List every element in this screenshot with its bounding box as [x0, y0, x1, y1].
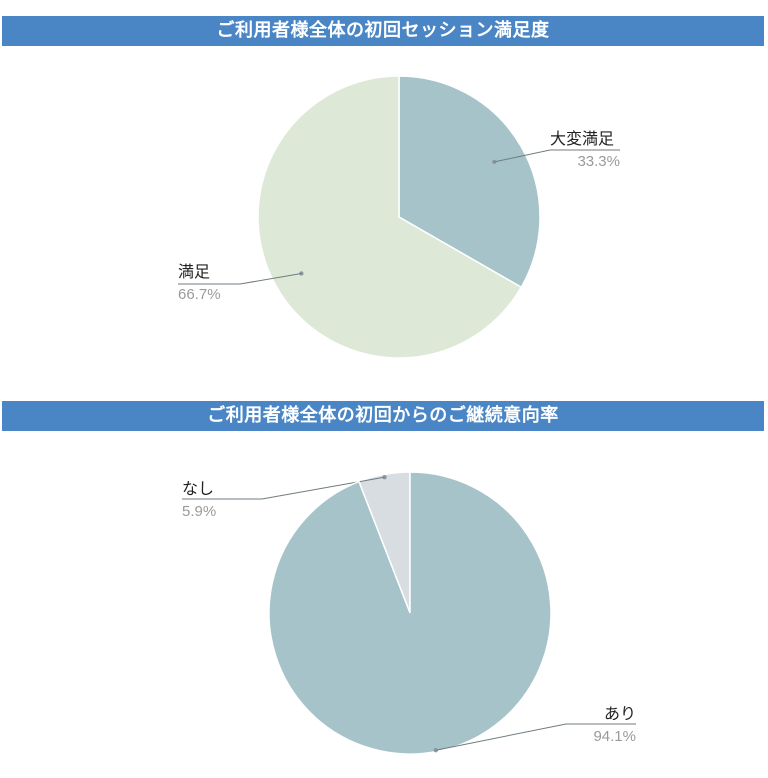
pie-slice-1-1 [398, 75, 541, 289]
leader-line-1-2 [178, 273, 302, 285]
chart-title-continuation: ご利用者様全体の初回からのご継続意向率 [2, 401, 764, 431]
slice-value-2-1: 5.9% [182, 503, 216, 520]
pie-slice-2-2 [268, 471, 552, 755]
slice-label-2-1: なし [182, 479, 214, 498]
slice-value-1-2: 66.7% [178, 286, 221, 303]
leader-line-1-1 [494, 149, 620, 163]
leader-line-2-2 [435, 723, 636, 751]
leader-dot-1-1 [491, 159, 497, 165]
slice-label-2-2: あり [604, 704, 636, 723]
leader-line-2-1 [182, 476, 385, 500]
slice-label-1-1: 大変満足 [550, 129, 614, 148]
slice-value-1-1: 33.3% [577, 153, 620, 170]
chart-title-satisfaction: ご利用者様全体の初回セッション満足度 [2, 16, 764, 46]
slice-label-1-2: 満足 [178, 262, 210, 281]
pie-slice-1-2 [257, 75, 523, 359]
slice-value-2-2: 94.1% [593, 728, 636, 745]
